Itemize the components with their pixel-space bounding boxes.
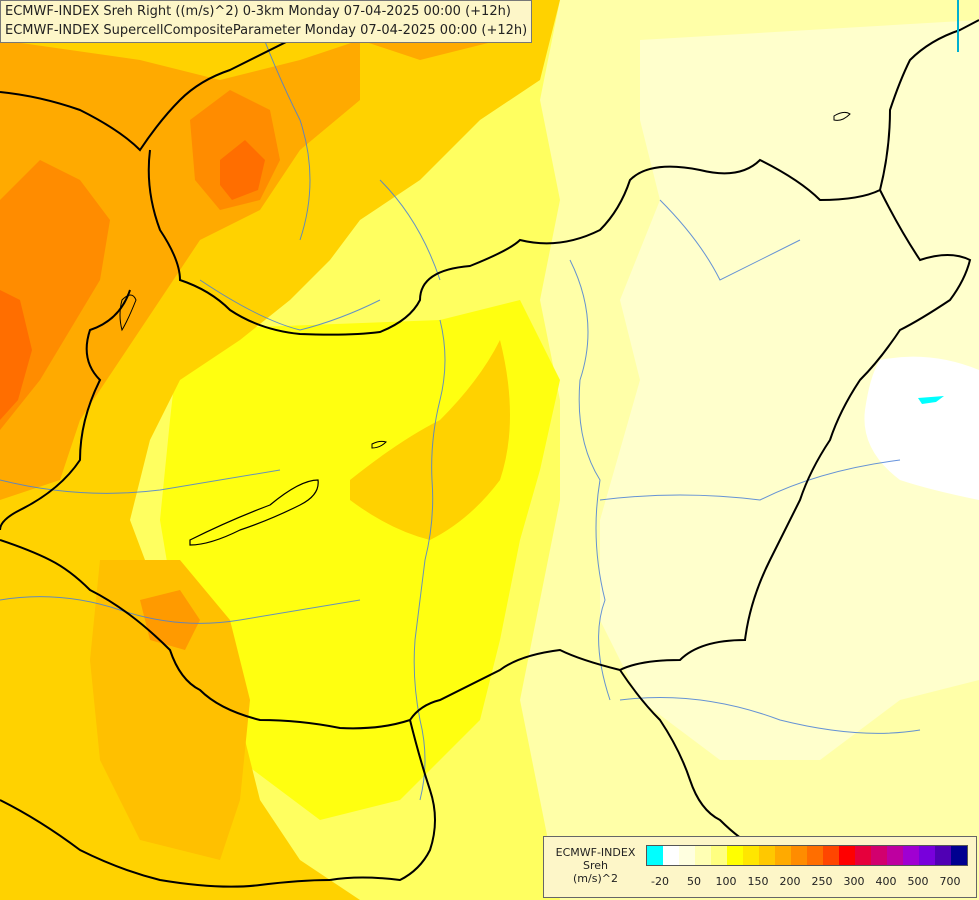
legend-swatch: [871, 846, 887, 865]
lake-small-east: [833, 111, 851, 121]
lake-balaton: [189, 479, 319, 546]
legend-ticks: -20 50 100 150 200 250 300 400 500 700: [646, 875, 974, 889]
legend-swatch: [951, 846, 967, 865]
legend-swatch: [903, 846, 919, 865]
legend-tick: 250: [811, 875, 833, 888]
legend-unit: (m/s)^2: [573, 872, 618, 885]
legend-swatch: [807, 846, 823, 865]
lake-small-center: [371, 440, 387, 449]
legend-tick: -20: [651, 875, 669, 888]
legend-tick: 150: [747, 875, 769, 888]
title-line-sreh: ECMWF-INDEX Sreh Right ((m/s)^2) 0-3km M…: [5, 4, 511, 19]
legend-swatch: [647, 846, 663, 865]
legend-variable: Sreh: [582, 859, 608, 872]
legend-swatch: [935, 846, 951, 865]
field-white-patch: [864, 356, 979, 500]
legend-tick: 400: [875, 875, 897, 888]
rivers: [0, 0, 921, 801]
legend-swatches: [646, 845, 968, 866]
field-orange-central-strip: [350, 340, 510, 540]
legend-swatch: [775, 846, 791, 865]
field-cyan-patch: [918, 396, 944, 404]
legend-tick: 200: [779, 875, 801, 888]
color-legend: ECMWF-INDEX Sreh (m/s)^2 -20 50 100 150 …: [543, 836, 977, 898]
legend-tick: 500: [907, 875, 929, 888]
legend-swatch: [887, 846, 903, 865]
legend-swatch: [855, 846, 871, 865]
lake-small-north: [119, 294, 137, 332]
legend-swatch: [791, 846, 807, 865]
legend-model: ECMWF-INDEX: [555, 846, 636, 859]
map-title-box: ECMWF-INDEX Sreh Right ((m/s)^2) 0-3km M…: [0, 0, 533, 43]
field-orange-darker-west: [0, 290, 32, 420]
legend-tick: 50: [687, 875, 701, 888]
legend-swatch: [839, 846, 855, 865]
legend-swatch: [823, 846, 839, 865]
legend-swatch: [663, 846, 679, 865]
legend-tick: 300: [843, 875, 865, 888]
field-orange-darker-north: [220, 140, 265, 200]
legend-swatch: [679, 846, 695, 865]
legend-swatch: [919, 846, 935, 865]
legend-swatch: [695, 846, 711, 865]
title-line-scp: ECMWF-INDEX SupercellCompositeParameter …: [5, 23, 528, 38]
legend-swatch: [727, 846, 743, 865]
legend-swatch: [759, 846, 775, 865]
legend-swatch: [743, 846, 759, 865]
field-paler-east: [600, 20, 979, 760]
legend-title: ECMWF-INDEX Sreh (m/s)^2: [548, 846, 643, 885]
field-orange-mid-south: [90, 560, 250, 860]
legend-tick: 700: [939, 875, 961, 888]
legend-swatch: [711, 846, 727, 865]
legend-tick: 100: [715, 875, 737, 888]
